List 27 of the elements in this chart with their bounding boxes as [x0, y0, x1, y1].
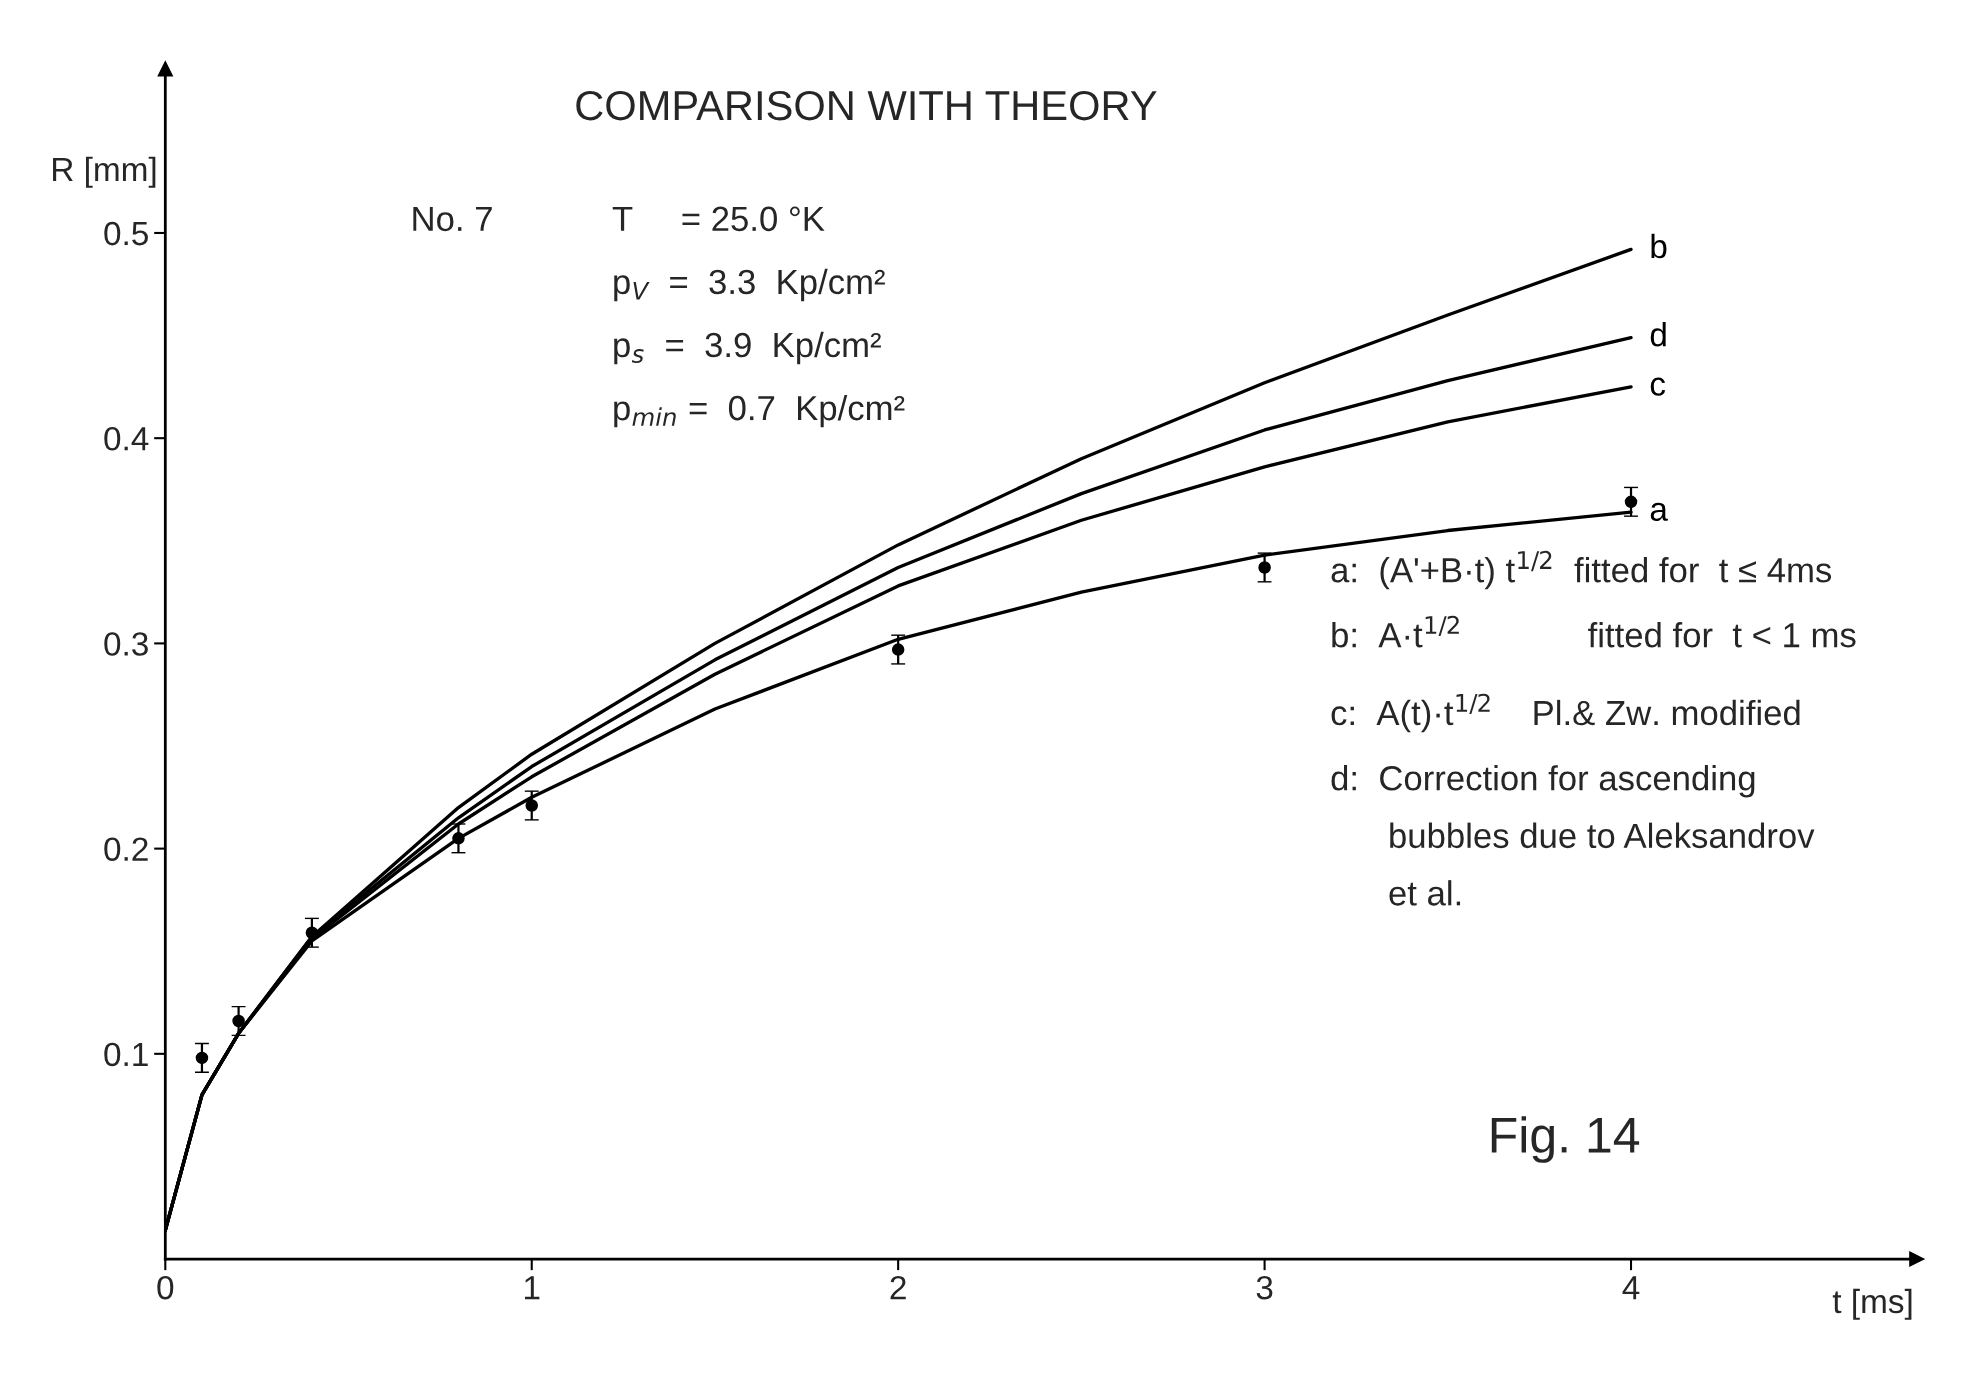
annotation: Fig. 14 — [1491, 1116, 1640, 1163]
annotation: No. 7 — [413, 206, 492, 232]
series-label: b — [1651, 233, 1667, 259]
series-label: d — [1650, 322, 1666, 347]
annotation: p$_{min}$ = 0.7 Kp/cm² — [614, 394, 905, 428]
text: c: A(t)·t$^{1/2}$ Pl.& Zw. modified — [1331, 693, 1800, 733]
annotation: p$_{V}$ = 3.3 Kp/cm² — [614, 268, 885, 302]
annotation: p$_{s}$ = 3.9 Kp/cm² — [614, 331, 881, 365]
y-tick-label: 0.2 — [104, 837, 148, 862]
y-tick-label: 0.1 — [104, 1042, 148, 1067]
y-axis-title: R [mm] — [53, 156, 156, 188]
annotation: d: Correction for ascending bubbles due to Aleksandrov et al. — [1331, 765, 1815, 906]
chart-title: COMPARISON WITH THEORY — [576, 90, 1157, 121]
y-tick-label: 0.4 — [104, 426, 149, 451]
x-tick-label: 1 — [525, 1276, 540, 1300]
x-tick-label: 0 — [157, 1275, 174, 1300]
annotation: T = 25.0 °K — [612, 206, 825, 232]
y-tick-label: 0.5 — [104, 221, 148, 246]
x-tick-label: 4 — [1622, 1276, 1640, 1300]
annotation: a: (A'+B·t) t$^{1/2}$ fitted for t ≤ 4ms — [1331, 550, 1832, 590]
y-tick-label: 0.3 — [104, 632, 148, 656]
x-axis-title: t [ms] — [1832, 1288, 1912, 1320]
x-tick-label: 3 — [1256, 1275, 1273, 1300]
series-label: c — [1650, 377, 1666, 396]
series-label: a — [1650, 502, 1668, 522]
x-tick-label: 2 — [890, 1275, 906, 1300]
text: b: A·t$^{1/2}$ fitted for t < 1 ms — [1332, 615, 1856, 648]
